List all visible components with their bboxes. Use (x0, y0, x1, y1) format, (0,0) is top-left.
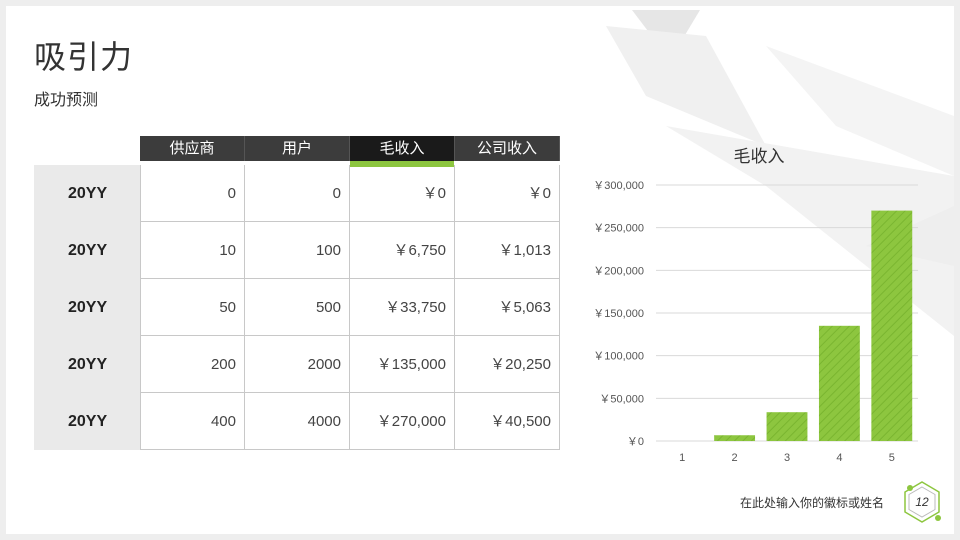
table-cell: ￥135,000 (350, 336, 455, 393)
chart-y-tick-label: ￥300,000 (593, 180, 644, 192)
table-cell: 100 (245, 222, 350, 279)
table-cell: ￥1,013 (455, 222, 560, 279)
table-cell: 500 (245, 279, 350, 336)
table-cell: 0 (140, 165, 245, 222)
table-cell: ￥6,750 (350, 222, 455, 279)
row-label: 20YY (34, 165, 140, 222)
table-cell: ￥5,063 (455, 279, 560, 336)
chart-y-axis: ￥0 ￥50,000 ￥100,000 ￥150,000 ￥200,000 ￥250,00… (593, 180, 644, 448)
chart-y-tick-label: ￥100,000 (593, 351, 644, 363)
chart-x-tick-label: 5 (889, 452, 895, 464)
chart-bar (766, 412, 808, 441)
table-cell: 0 (245, 165, 350, 222)
table-cell: ￥0 (455, 165, 560, 222)
table-row: 20YY 10 100 ￥6,750 ￥1,013 (34, 222, 560, 279)
table-cell: 400 (140, 393, 245, 450)
row-label: 20YY (34, 336, 140, 393)
page-number-badge-icon (904, 481, 941, 523)
chart-x-tick-label: 1 (679, 452, 685, 464)
header-users: 用户 (245, 136, 350, 161)
chart-y-tick-label: ￥50,000 (599, 393, 644, 405)
chart-y-tick-label: ￥150,000 (593, 308, 644, 320)
header-gross-revenue: 毛收入 (350, 136, 455, 167)
table-cell: 200 (140, 336, 245, 393)
footer-logo-text: 在此处输入你的徽标或姓名 (740, 496, 885, 510)
chart-x-tick-label: 4 (836, 452, 842, 464)
header-supplier: 供应商 (140, 136, 245, 161)
table-cell: ￥33,750 (350, 279, 455, 336)
table-row: 20YY 50 500 ￥33,750 ￥5,063 (34, 279, 560, 336)
table-row: 20YY 0 0 ￥0 ￥0 (34, 165, 560, 222)
row-label: 20YY (34, 393, 140, 450)
header-company-revenue: 公司收入 (455, 136, 560, 161)
chart-y-tick-label: ￥0 (627, 436, 644, 448)
chart-x-axis: 1 2 3 4 5 (679, 452, 895, 464)
chart-x-tick-label: 2 (732, 452, 738, 464)
chart-x-tick-label: 3 (784, 452, 790, 464)
table-row: 20YY 400 4000 ￥270,000 ￥40,500 (34, 393, 560, 450)
page-title: 吸引力 (34, 39, 134, 75)
table-cell: 10 (140, 222, 245, 279)
chart-bars (714, 210, 913, 441)
table-cell: 50 (140, 279, 245, 336)
table-header-row: 供应商 用户 毛收入 公司收入 (140, 136, 560, 167)
chart-bar (871, 210, 913, 441)
chart-y-tick-label: ￥200,000 (593, 265, 644, 277)
table-cell: ￥20,250 (455, 336, 560, 393)
table-cell: ￥270,000 (350, 393, 455, 450)
gross-revenue-chart: 毛收入 ￥0 ￥50,000 ￥100,000 ￥150,000 ￥200,000 ￥25… (593, 147, 918, 464)
row-label: 20YY (34, 222, 140, 279)
chart-y-tick-label: ￥250,000 (593, 223, 644, 235)
page-number: 12 (915, 495, 929, 509)
table-cell: ￥0 (350, 165, 455, 222)
table-cell: 4000 (245, 393, 350, 450)
chart-title: 毛收入 (734, 147, 785, 166)
page-subtitle: 成功预测 (34, 92, 99, 109)
table-row: 20YY 200 2000 ￥135,000 ￥20,250 (34, 336, 560, 393)
table-cell: 2000 (245, 336, 350, 393)
table-cell: ￥40,500 (455, 393, 560, 450)
chart-bar (818, 325, 860, 441)
row-label: 20YY (34, 279, 140, 336)
chart-bar (714, 435, 756, 441)
slide: 吸引力 成功预测 供应商 用户 毛收入 公司收入 20YY 0 0 ￥0 ￥0 … (6, 6, 954, 534)
